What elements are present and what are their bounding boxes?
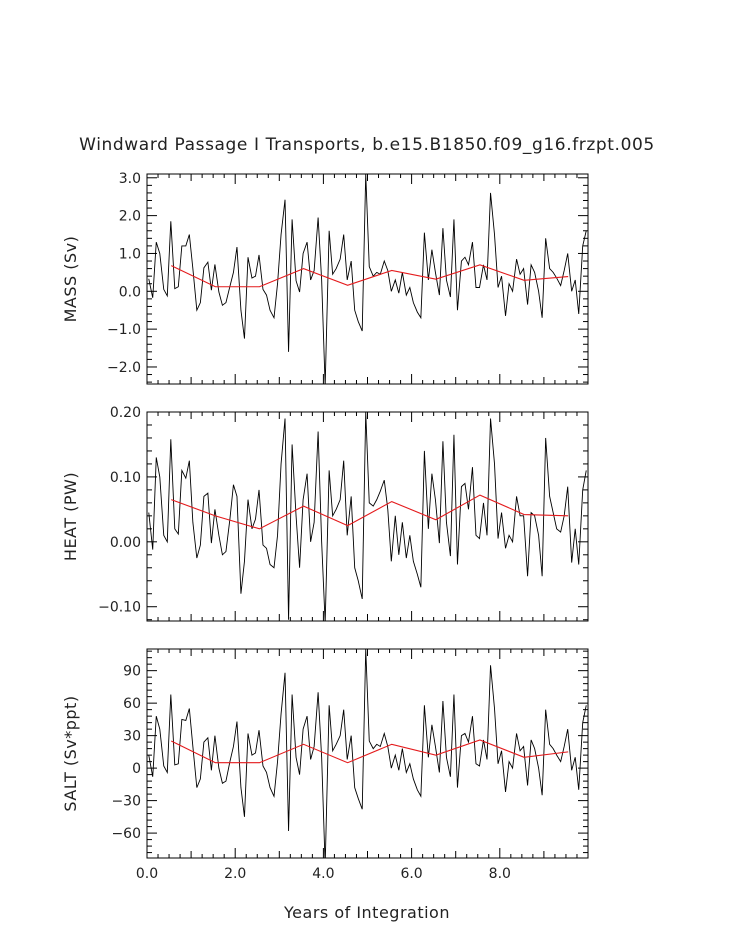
xtick-label: 2.0 [224, 866, 246, 882]
heat-y-axis-label: HEAT (PW) [61, 472, 80, 561]
salt-monthly-line [148, 649, 587, 858]
xtick-label: 8.0 [489, 866, 511, 882]
heat-ytick-label: 0.10 [110, 470, 141, 486]
xtick-label: 4.0 [312, 866, 334, 882]
salt-ytick-label: 0 [132, 761, 141, 777]
mass-annual-mean-line [171, 264, 569, 288]
chart-title: Windward Passage I Transports, b.e15.B18… [79, 135, 655, 155]
mass-ytick-label: −2.0 [107, 360, 141, 376]
heat-monthly-line [148, 412, 587, 621]
heat-ytick-label: 0.00 [110, 535, 141, 551]
heat-annual-mean-line [171, 494, 569, 530]
salt-panel: 90 60 30 0 −30 −60 SALT (Sv*ppt) 0.0 2.0 4.0 6.0 8.… [61, 648, 589, 882]
mass-ytick-label: 3.0 [119, 171, 141, 187]
salt-ytick-label: −60 [111, 826, 141, 842]
salt-y-axis-label: SALT (Sv*ppt) [61, 695, 80, 811]
heat-ytick-label: −0.10 [98, 600, 141, 616]
salt-ytick-label: −30 [111, 794, 141, 810]
x-axis-label: Years of Integration [283, 903, 450, 922]
mass-ytick-label: 2.0 [119, 209, 141, 225]
salt-annual-mean-line [171, 739, 569, 764]
xtick-label: 6.0 [400, 866, 422, 882]
mass-y-axis-label: MASS (Sv) [61, 236, 80, 323]
salt-ytick-label: 60 [123, 696, 141, 712]
heat-frame [146, 411, 589, 622]
heat-panel: 0.20 0.10 0.00 −0.10 HEAT (PW) [61, 405, 589, 622]
xtick-label: 0.0 [136, 866, 158, 882]
salt-ytick-label: 90 [123, 664, 141, 680]
mass-ytick-label: 0.0 [119, 284, 141, 300]
mass-ytick-label: −1.0 [107, 322, 141, 338]
heat-ytick-label: 0.20 [110, 405, 141, 421]
panels-group: 3.0 2.0 1.0 0.0 −1.0 −2.0 MASS (Sv) 0.20 0.10 0.0… [61, 171, 589, 882]
mass-monthly-line [148, 174, 587, 384]
mass-ytick-label: 1.0 [119, 246, 141, 262]
mass-panel: 3.0 2.0 1.0 0.0 −1.0 −2.0 MASS (Sv) [61, 171, 589, 385]
salt-ytick-label: 30 [123, 729, 141, 745]
